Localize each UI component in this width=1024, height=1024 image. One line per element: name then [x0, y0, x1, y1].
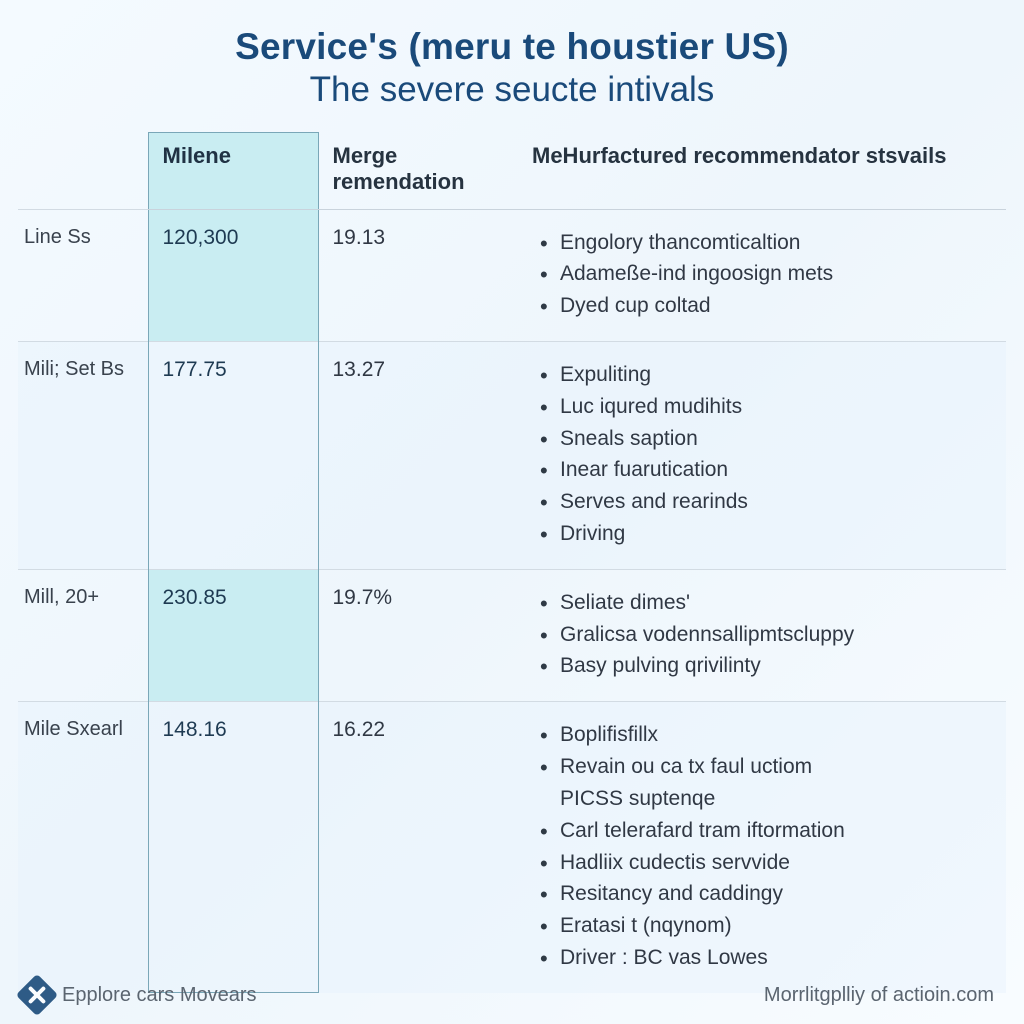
table-row: Mile Sxearl148.1616.22BoplifisfillxRevai… — [18, 702, 1006, 993]
list-item: Revain ou ca tx faul uctiom — [536, 752, 992, 782]
list-item: Inear fuarutication — [536, 455, 992, 485]
cell-milene: 148.16 — [148, 702, 318, 993]
list-item: Basy pulving qrivilinty — [536, 651, 992, 681]
list-item: Sneals saption — [536, 424, 992, 454]
row-label: Mili; Set Bs — [18, 341, 148, 569]
row-label: Line Ss — [18, 209, 148, 341]
list-item: Luc iqured mudihits — [536, 392, 992, 422]
cell-recommendations: Engolory thancomticaltionAdameße-ind ing… — [518, 209, 1006, 341]
asterisk-diamond-icon — [16, 974, 58, 1016]
title-block: Service's (meru te houstier US) The seve… — [0, 0, 1024, 124]
title-line-1: Service's (meru te houstier US) — [40, 26, 984, 68]
list-item: Resitancy and caddingy — [536, 879, 992, 909]
cell-recommendations: Seliate dimes'Gralicsa vodennsallipmtscl… — [518, 569, 1006, 701]
table-row: Line Ss120,30019.13Engolory thancomtical… — [18, 209, 1006, 341]
list-item: Carl telerafard tram iftormation — [536, 816, 992, 846]
footer-right-text: Morrlitgplliy of actioin.com — [764, 984, 994, 1007]
list-item: Driver : BC vas Lowes — [536, 943, 992, 973]
recommendation-list: Seliate dimes'Gralicsa vodennsallipmtscl… — [532, 588, 992, 681]
list-item: Driving — [536, 519, 992, 549]
list-item: Serves and rearinds — [536, 487, 992, 517]
list-item: PICSS suptenqe — [536, 784, 992, 814]
recommendation-list: Engolory thancomticaltionAdameße-ind ing… — [532, 228, 992, 321]
cell-milene: 120,300 — [148, 209, 318, 341]
table-header-row: Milene Merge remendation MeHurfactured r… — [18, 133, 1006, 210]
list-item: Expuliting — [536, 360, 992, 390]
footer: Epplore cars Movears Morrlitgplliy of ac… — [0, 980, 1024, 1010]
footer-left: Epplore cars Movears — [22, 980, 257, 1010]
list-item: Eratasi t (nqynom) — [536, 911, 992, 941]
list-item: Seliate dimes' — [536, 588, 992, 618]
title-line-2: The severe seucte intivals — [40, 70, 984, 110]
col-header-milene: Milene — [148, 133, 318, 210]
recommendation-list: ExpulitingLuc iqured mudihitsSneals sapt… — [532, 360, 992, 549]
list-item: Adameße-ind ingoosign mets — [536, 259, 992, 289]
row-label: Mile Sxearl — [18, 702, 148, 993]
table-row: Mili; Set Bs177.7513.27ExpulitingLuc iqu… — [18, 341, 1006, 569]
footer-left-text: Epplore cars Movears — [62, 984, 257, 1007]
service-intervals-table: Milene Merge remendation MeHurfactured r… — [18, 132, 1006, 993]
cell-merge: 19.13 — [318, 209, 518, 341]
cell-milene: 177.75 — [148, 341, 318, 569]
cell-recommendations: ExpulitingLuc iqured mudihitsSneals sapt… — [518, 341, 1006, 569]
col-header-merge: Merge remendation — [318, 133, 518, 210]
cell-merge: 19.7% — [318, 569, 518, 701]
table-row: Mill, 20+230.8519.7%Seliate dimes'Gralic… — [18, 569, 1006, 701]
row-label: Mill, 20+ — [18, 569, 148, 701]
col-header-blank — [18, 133, 148, 210]
cell-recommendations: BoplifisfillxRevain ou ca tx faul uctiom… — [518, 702, 1006, 993]
list-item: Boplifisfillx — [536, 720, 992, 750]
cell-merge: 13.27 — [318, 341, 518, 569]
cell-merge: 16.22 — [318, 702, 518, 993]
list-item: Hadliix cudectis servvide — [536, 848, 992, 878]
list-item: Dyed cup coltad — [536, 291, 992, 321]
cell-milene: 230.85 — [148, 569, 318, 701]
recommendation-list: BoplifisfillxRevain ou ca tx faul uctiom… — [532, 720, 992, 973]
list-item: Gralicsa vodennsallipmtscluppy — [536, 620, 992, 650]
list-item: Engolory thancomticaltion — [536, 228, 992, 258]
col-header-recommend: MeHurfactured recommendator stsvails — [518, 133, 1006, 210]
